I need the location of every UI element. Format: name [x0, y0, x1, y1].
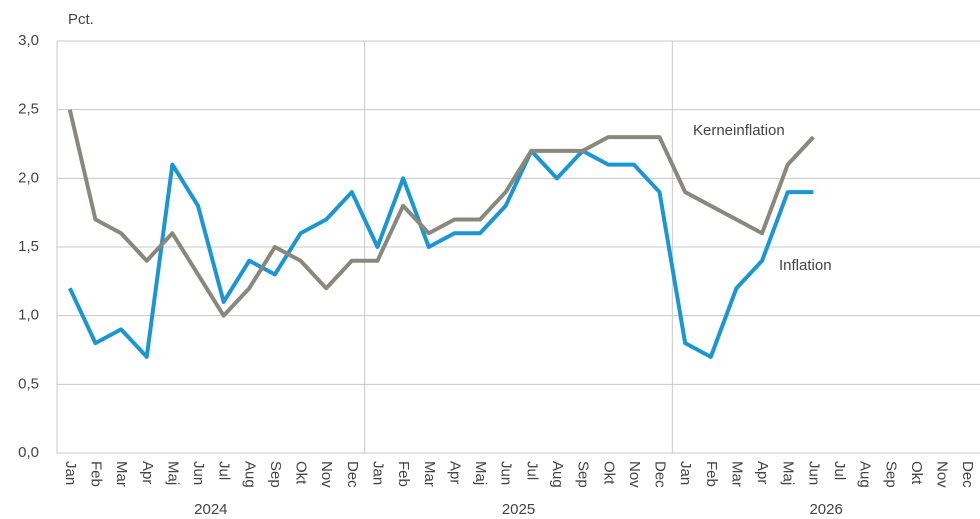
y-axis-label: Pct.	[68, 11, 94, 28]
x-tick-label: Aug	[241, 461, 258, 488]
x-tick-label: Jan	[677, 461, 694, 485]
x-tick-label: Maj	[164, 461, 181, 485]
y-tick-label: 1,0	[18, 307, 39, 324]
x-tick-label: Nov	[934, 461, 951, 488]
year-label: 2024	[194, 501, 227, 518]
year-label: 2025	[502, 501, 535, 518]
y-tick-label: 2,0	[18, 169, 39, 186]
x-tick-label: Jul	[523, 461, 540, 480]
y-tick-label: 0,5	[18, 375, 39, 392]
x-tick-label: Feb	[87, 461, 104, 487]
x-tick-label: Dec	[652, 461, 669, 488]
x-tick-label: Jun	[498, 461, 515, 485]
x-tick-label: Mar	[421, 461, 438, 487]
x-tick-label: Feb	[703, 461, 720, 487]
x-tick-label: Maj	[472, 461, 489, 485]
x-tick-label: Apr	[754, 461, 771, 484]
x-tick-label: Aug	[549, 461, 566, 488]
x-tick-label: Jan	[62, 461, 79, 485]
series-label: Kerneinflation	[693, 122, 785, 139]
y-tick-label: 3,0	[18, 32, 39, 49]
x-tick-label: Nov	[626, 461, 643, 488]
x-tick-label: Okt	[293, 461, 310, 485]
x-tick-label: Sep	[267, 461, 284, 488]
x-tick-label: Apr	[139, 461, 156, 484]
x-tick-label: Jun	[805, 461, 822, 485]
x-tick-label: Okt	[908, 461, 925, 485]
x-tick-label: Sep	[882, 461, 899, 488]
series-label: Inflation	[779, 257, 832, 274]
x-tick-label: Feb	[395, 461, 412, 487]
x-tick-label: Jun	[190, 461, 207, 485]
x-tick-label: Jul	[831, 461, 848, 480]
x-tick-label: Maj	[780, 461, 797, 485]
x-tick-label: Sep	[575, 461, 592, 488]
x-tick-label: Dec	[959, 461, 976, 488]
x-tick-label: Dec	[344, 461, 361, 488]
y-tick-label: 1,5	[18, 238, 39, 255]
x-tick-label: Aug	[857, 461, 874, 488]
x-tick-label: Okt	[600, 461, 617, 485]
x-tick-label: Jan	[370, 461, 387, 485]
year-label: 2026	[809, 501, 842, 518]
x-tick-label: Mar	[728, 461, 745, 487]
series-line	[67, 109, 815, 318]
y-tick-label: 0,0	[18, 444, 39, 461]
x-tick-label: Nov	[318, 461, 335, 488]
x-tick-label: Jul	[216, 461, 233, 480]
series-line	[68, 148, 814, 359]
y-tick-label: 2,5	[18, 101, 39, 118]
x-tick-label: Mar	[113, 461, 130, 487]
x-tick-label: Apr	[446, 461, 463, 484]
